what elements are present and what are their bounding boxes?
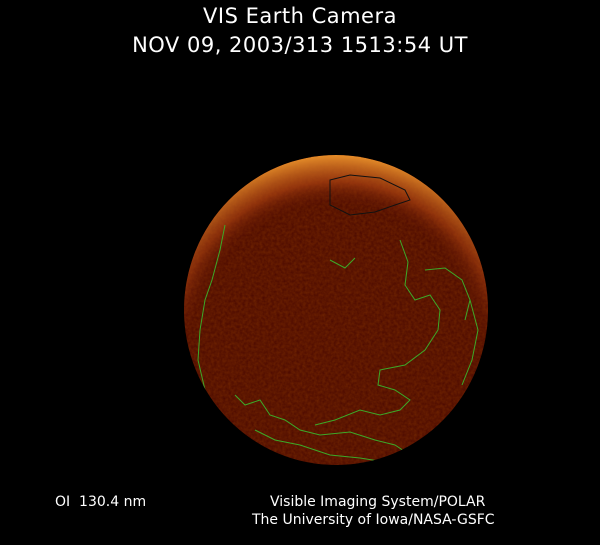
wavelength-label: OI 130.4 nm [55,494,147,510]
timestamp: NOV 09, 2003/313 1513:54 UT [132,33,468,57]
coastlines [197,174,479,463]
credit-line-2: The University of Iowa/NASA-GSFC [252,512,495,528]
credit-line-1: Visible Imaging System/POLAR [270,494,486,510]
auroral-oval [184,155,488,465]
title: VIS Earth Camera [203,4,397,28]
